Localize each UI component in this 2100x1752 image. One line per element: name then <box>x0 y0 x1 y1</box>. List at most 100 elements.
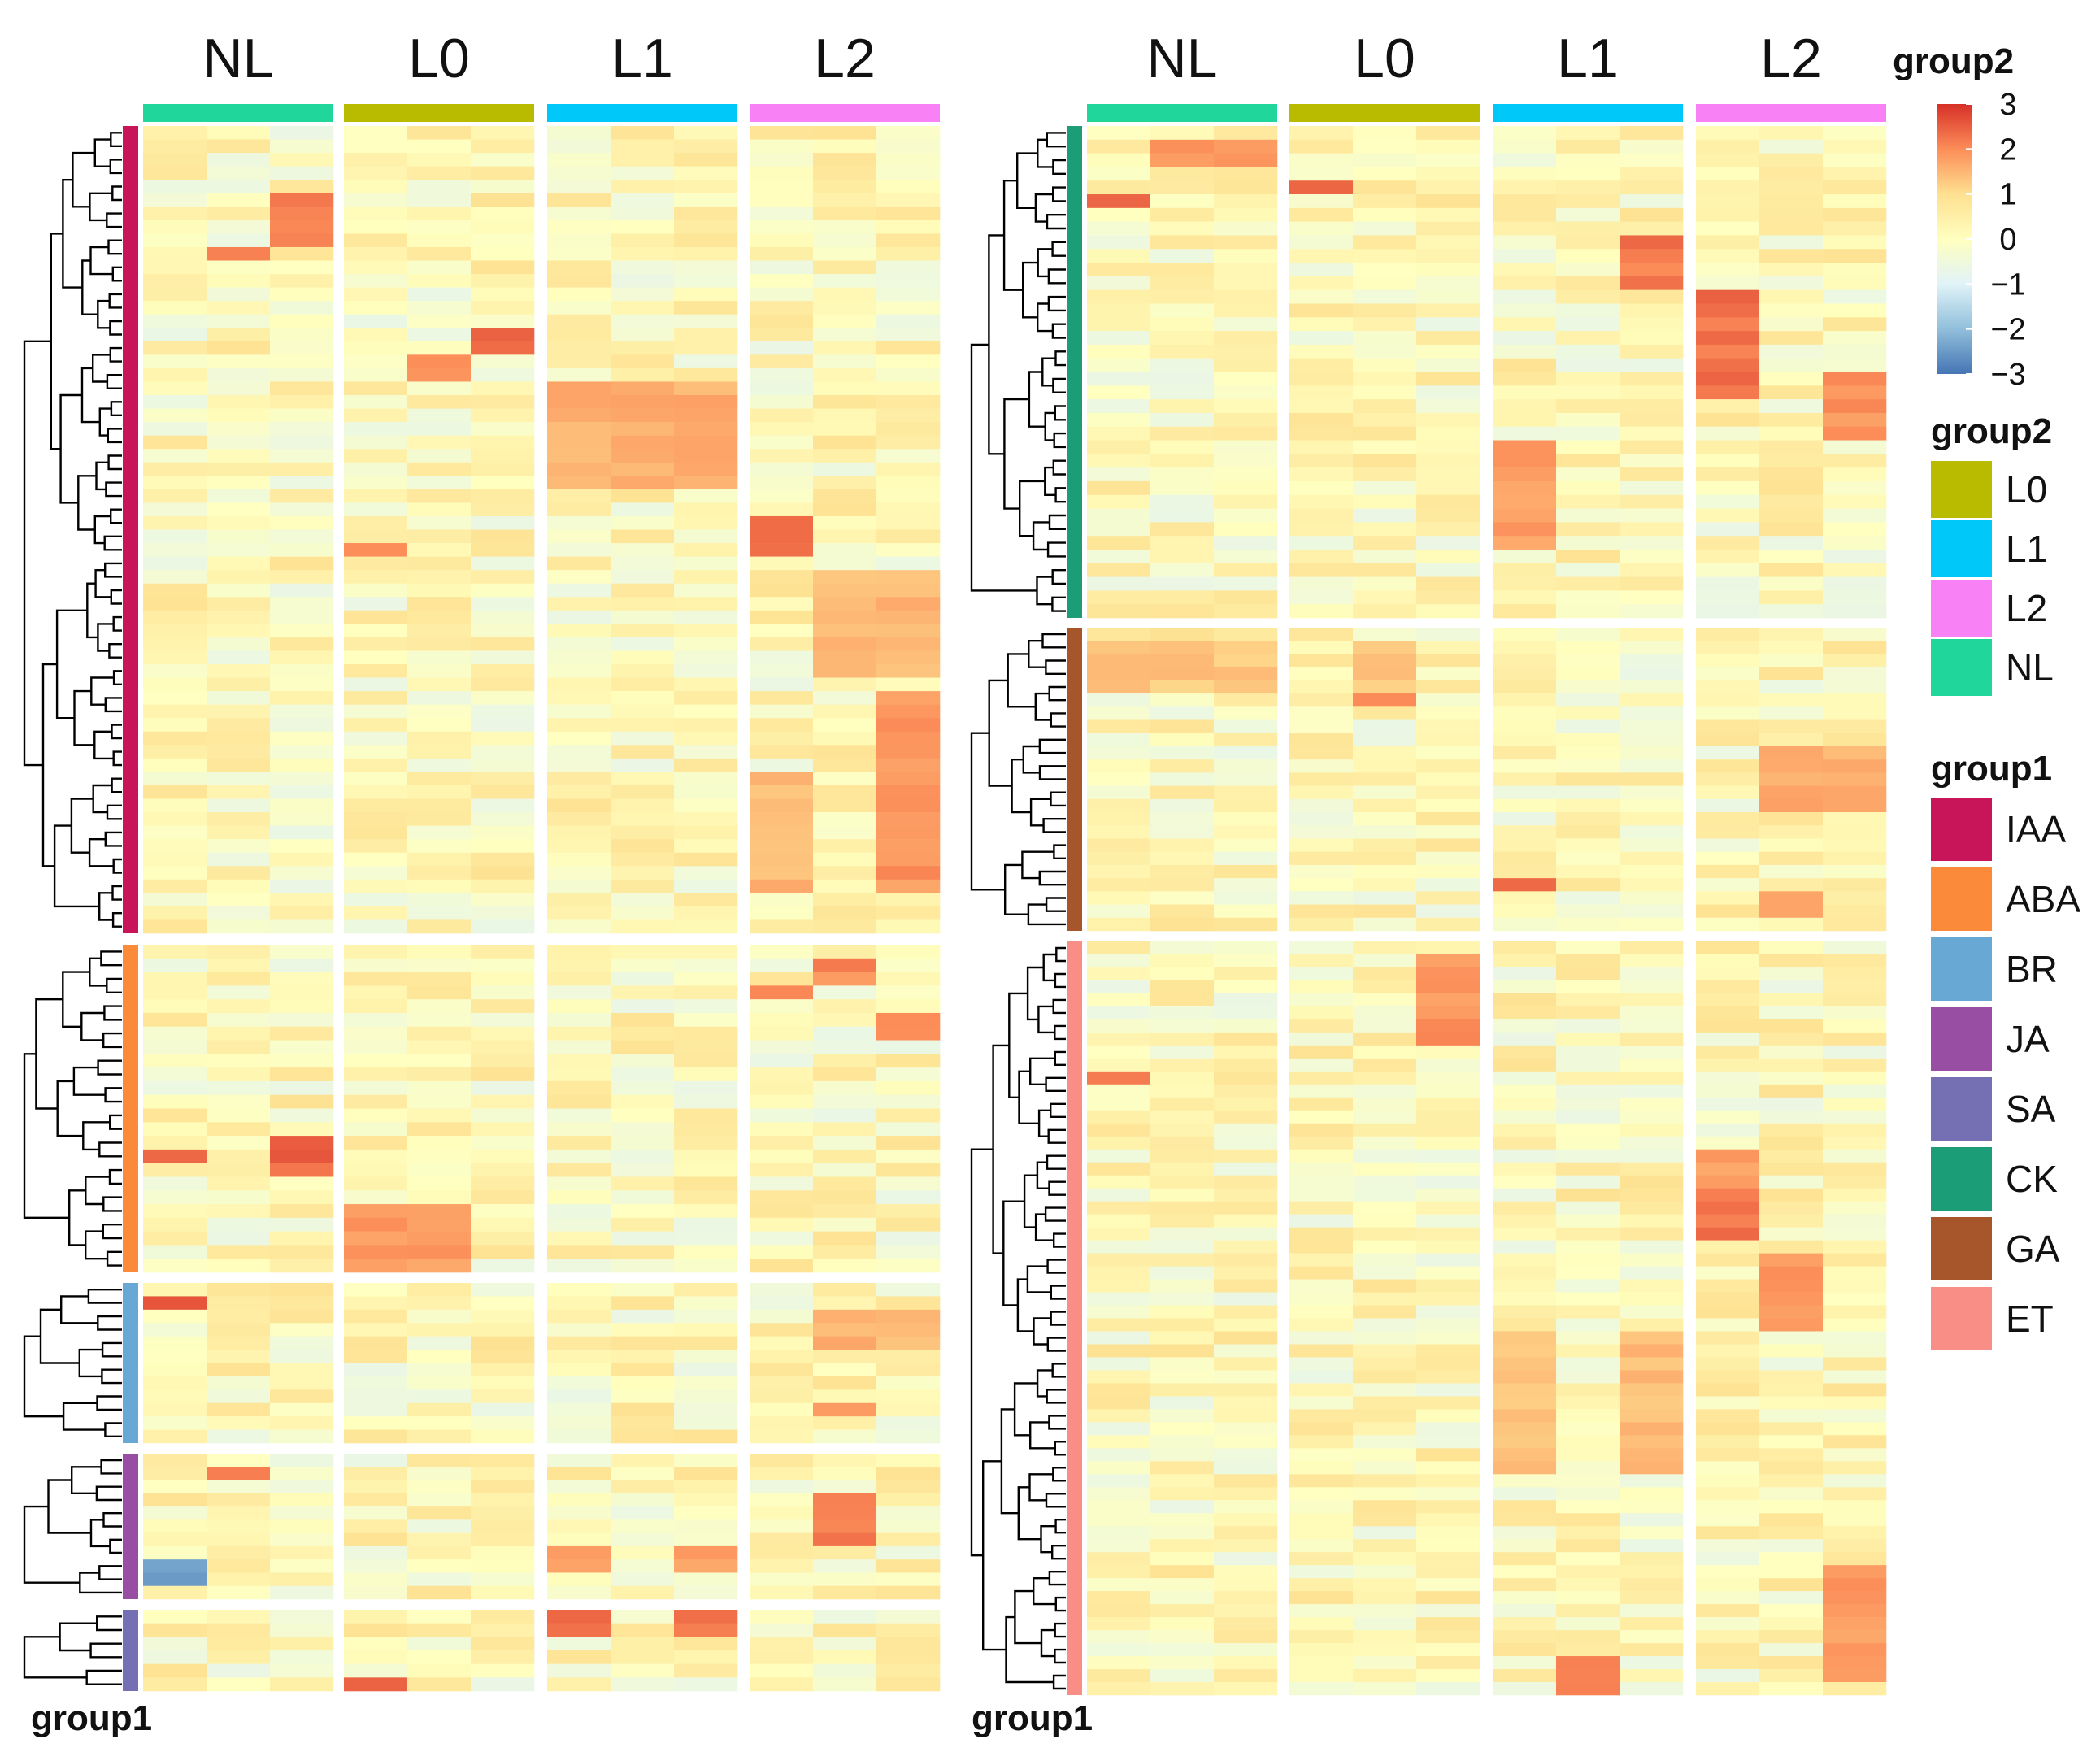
heat-cell <box>344 1217 408 1232</box>
heat-cell <box>813 1108 877 1123</box>
heat-cell <box>813 1012 877 1028</box>
heat-cell <box>1087 1344 1151 1358</box>
heat-cell <box>344 1376 408 1390</box>
heat-cell <box>674 489 738 503</box>
heat-cell <box>813 570 877 584</box>
heat-cell <box>1493 207 1557 222</box>
heat-cell <box>143 1336 207 1350</box>
heat-cell <box>1696 1058 1760 1072</box>
heat-cell <box>1696 440 1760 454</box>
heat-cell <box>547 1585 611 1600</box>
heat-cell <box>611 825 675 840</box>
heat-cell <box>270 1480 334 1494</box>
heat-cell <box>270 139 334 154</box>
heat-cell <box>270 785 334 799</box>
heat-cell <box>876 435 941 450</box>
heat-cell <box>1556 1422 1620 1436</box>
heat-cell <box>1416 1123 1480 1137</box>
heat-cell <box>1493 993 1557 1007</box>
heat-cell <box>1150 139 1215 154</box>
heat-cell <box>344 1637 408 1651</box>
heat-cell <box>471 529 535 544</box>
heat-cell <box>876 624 941 638</box>
heat-cell <box>876 985 941 1000</box>
heat-cell <box>1087 1162 1151 1176</box>
heat-cell <box>143 529 207 544</box>
heat-cell <box>1823 967 1887 981</box>
heat-cell <box>1150 1370 1215 1384</box>
heat-cell <box>1620 1539 1684 1553</box>
heat-cell <box>270 1402 334 1417</box>
heat-cell <box>207 274 271 288</box>
heat-cell <box>813 395 877 409</box>
heat-cell <box>611 866 675 880</box>
heat-cell <box>471 879 535 893</box>
heat-cell <box>1620 1474 1684 1488</box>
heat-cell <box>471 354 535 369</box>
heat-cell <box>674 1231 738 1246</box>
heat-cell <box>1353 1227 1417 1241</box>
heat-cell <box>1759 980 1824 994</box>
heat-cell <box>876 1663 941 1678</box>
heat-cell <box>611 1259 675 1273</box>
heat-cell <box>344 1012 408 1028</box>
heat-cell <box>750 1231 814 1246</box>
heat-cell <box>207 1559 271 1573</box>
group1-swatch-ja <box>1931 1007 1992 1071</box>
heat-cell <box>1416 1032 1480 1046</box>
heat-cell <box>813 180 877 194</box>
heat-cell <box>1493 812 1557 826</box>
heat-cell <box>471 637 535 651</box>
heat-cell <box>1353 1201 1417 1215</box>
heat-cell <box>1087 536 1151 550</box>
heat-cell <box>270 246 334 261</box>
heat-cell <box>344 462 408 476</box>
heat-cell <box>876 1350 941 1363</box>
heat-cell <box>611 1402 675 1417</box>
heat-cell <box>344 1350 408 1363</box>
heat-cell <box>1087 412 1151 428</box>
heat-cell <box>674 772 738 786</box>
heat-cell <box>813 1026 877 1041</box>
heat-cell <box>876 1637 941 1651</box>
heat-cell <box>1620 1513 1684 1527</box>
heat-cell <box>1759 706 1824 720</box>
heat-cell <box>1493 825 1557 839</box>
heat-cell <box>547 1572 611 1587</box>
heat-cell <box>1620 1292 1684 1306</box>
heat-cell <box>1556 331 1620 346</box>
heat-cell <box>1289 851 1354 866</box>
heat-cell <box>1620 1188 1684 1202</box>
heat-cell <box>674 1012 738 1028</box>
heat-cell <box>344 274 408 288</box>
heat-cell <box>1416 194 1480 209</box>
heat-cell <box>1823 180 1887 195</box>
heat-cell <box>611 408 675 423</box>
heat-cell <box>1759 812 1824 826</box>
heat-cell <box>1823 904 1887 919</box>
heat-cell <box>611 1176 675 1191</box>
heat-cell <box>1353 1409 1417 1423</box>
heat-cell <box>547 1480 611 1494</box>
heat-cell <box>674 1054 738 1068</box>
heat-cell <box>1696 1487 1760 1501</box>
heat-cell <box>1353 207 1417 222</box>
heat-cell <box>876 785 941 799</box>
heat-cell <box>1493 372 1557 386</box>
heat-cell <box>813 839 877 853</box>
heat-cell <box>344 529 408 544</box>
heat-cell <box>1620 604 1684 619</box>
heat-cell <box>1759 1006 1824 1020</box>
heat-cell <box>674 233 738 248</box>
heat-cell <box>1493 536 1557 550</box>
heat-cell <box>344 718 408 733</box>
heat-cell <box>1087 1487 1151 1501</box>
heat-cell <box>1353 891 1417 905</box>
heat-cell <box>407 1283 472 1297</box>
heat-cell <box>143 328 207 342</box>
heat-cell <box>1620 317 1684 332</box>
heat-cell <box>471 449 535 463</box>
heat-cell <box>1353 1539 1417 1553</box>
heat-cell <box>344 502 408 517</box>
heat-cell <box>1214 1526 1278 1540</box>
